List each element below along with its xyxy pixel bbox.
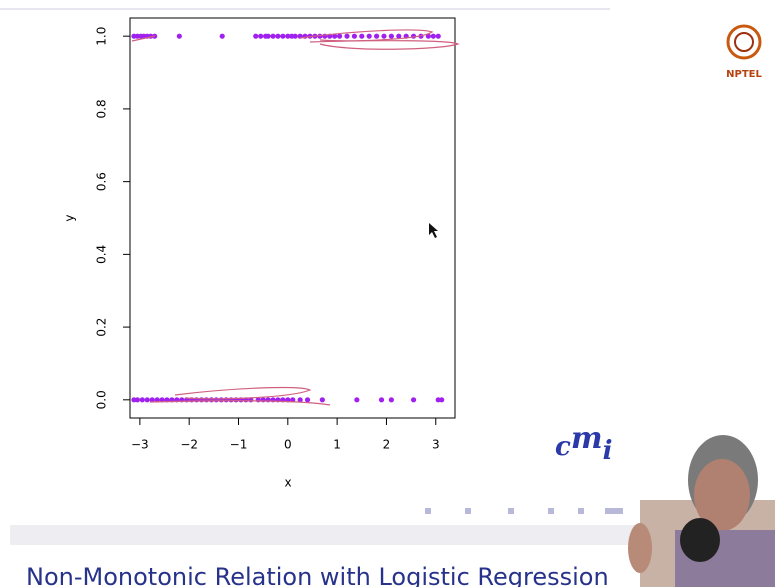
point bbox=[344, 34, 349, 39]
point bbox=[253, 34, 258, 39]
footer-band bbox=[10, 525, 650, 545]
point bbox=[359, 34, 364, 39]
point bbox=[258, 34, 263, 39]
point bbox=[439, 397, 444, 402]
cmi-i: i bbox=[603, 436, 613, 466]
point bbox=[367, 34, 372, 39]
cmi-logo: cmi bbox=[555, 421, 612, 466]
slide-title: Non-Monotonic Relation with Logistic Reg… bbox=[26, 563, 609, 587]
y-tick-label: 0.0 bbox=[95, 390, 109, 409]
point bbox=[204, 397, 209, 402]
y-tick-label: 0.6 bbox=[95, 172, 109, 191]
point bbox=[199, 397, 204, 402]
slide: x y NPTEL cmi Non-Monotonic Relation wit… bbox=[0, 0, 775, 587]
pen-annotation bbox=[132, 30, 458, 405]
x-tick-label: −2 bbox=[180, 438, 198, 452]
y-tick-label: 1.0 bbox=[95, 27, 109, 46]
x-tick-label: 1 bbox=[333, 438, 341, 452]
point bbox=[389, 34, 394, 39]
x-tick-label: 3 bbox=[432, 438, 440, 452]
nptel-emblem bbox=[728, 26, 760, 58]
point bbox=[431, 34, 436, 39]
point bbox=[177, 34, 182, 39]
x-tick-label: −1 bbox=[230, 438, 248, 452]
point bbox=[224, 397, 229, 402]
point bbox=[320, 397, 325, 402]
point bbox=[214, 397, 219, 402]
point bbox=[381, 34, 386, 39]
point bbox=[270, 34, 275, 39]
point bbox=[436, 34, 441, 39]
plot-area bbox=[131, 34, 444, 403]
cmi-c: c bbox=[555, 432, 571, 462]
point bbox=[305, 397, 310, 402]
point bbox=[275, 34, 280, 39]
y-tick-label: 0.2 bbox=[95, 318, 109, 337]
point bbox=[135, 397, 140, 402]
point bbox=[389, 397, 394, 402]
point bbox=[374, 34, 379, 39]
mouse-cursor bbox=[429, 223, 438, 238]
nav-bar bbox=[10, 505, 640, 525]
nptel-label: NPTEL bbox=[726, 69, 762, 80]
y-tick-label: 0.8 bbox=[95, 99, 109, 118]
x-tick-label: 2 bbox=[383, 438, 391, 452]
point bbox=[220, 34, 225, 39]
plot-frame bbox=[130, 18, 455, 418]
point bbox=[293, 34, 298, 39]
point bbox=[261, 397, 266, 402]
x-tick-label: −3 bbox=[131, 438, 149, 452]
y-axis-label: y bbox=[63, 214, 77, 221]
point bbox=[280, 34, 285, 39]
point bbox=[354, 397, 359, 402]
presenter-video bbox=[628, 435, 775, 587]
point bbox=[209, 397, 214, 402]
point bbox=[379, 397, 384, 402]
point bbox=[140, 397, 145, 402]
cmi-m: m bbox=[571, 421, 603, 456]
point bbox=[145, 397, 150, 402]
point bbox=[265, 34, 270, 39]
point bbox=[337, 34, 342, 39]
x-tick-label: 0 bbox=[284, 438, 292, 452]
x-axis-label: x bbox=[284, 476, 291, 490]
y-tick-label: 0.4 bbox=[95, 245, 109, 264]
point bbox=[219, 397, 224, 402]
point bbox=[352, 34, 357, 39]
point bbox=[411, 397, 416, 402]
